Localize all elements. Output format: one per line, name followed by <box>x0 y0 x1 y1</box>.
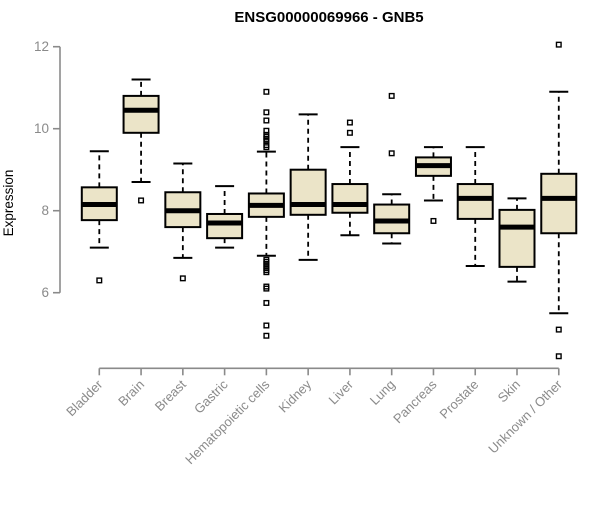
x-tick-label: Liver <box>326 376 357 407</box>
outlier-point <box>263 285 270 292</box>
outlier-point <box>388 92 395 99</box>
y-axis-label: Expression <box>1 170 16 237</box>
y-tick-label: 10 <box>34 121 49 136</box>
iqr-box <box>540 172 578 235</box>
outlier-point <box>138 197 145 204</box>
boxplot-box <box>122 78 160 204</box>
iqr-box <box>456 183 494 220</box>
x-tick-label: Breast <box>152 377 189 414</box>
y-tick-label: 12 <box>34 39 49 54</box>
x-tick-label: Bladder <box>63 376 106 419</box>
boxplot-box <box>331 119 369 237</box>
x-tick-label: Skin <box>495 377 523 405</box>
outlier-point <box>346 129 353 136</box>
outlier-point <box>179 275 186 282</box>
boxplot-box <box>164 162 202 282</box>
iqr-box <box>122 94 160 134</box>
boxplot-box <box>247 88 285 339</box>
iqr-box <box>289 168 327 216</box>
boxplot-box <box>289 113 327 261</box>
boxplot-box <box>498 197 536 283</box>
x-tick-label: Unknown / Other <box>485 376 565 456</box>
y-tick-label: 6 <box>41 285 49 300</box>
y-tick-label: 8 <box>41 203 49 218</box>
iqr-box <box>498 208 536 268</box>
boxplot-box <box>206 185 244 249</box>
boxes-layer <box>80 41 578 360</box>
boxplot-box <box>456 146 494 268</box>
outlier-point <box>263 322 270 329</box>
outlier-point <box>263 269 270 276</box>
outlier-point <box>263 117 270 124</box>
boxplot-box <box>80 150 118 284</box>
outlier-point <box>555 353 562 360</box>
outlier-point <box>263 88 270 95</box>
x-tick-label: Prostate <box>437 377 482 422</box>
x-tick-label: Kidney <box>276 376 315 415</box>
x-tick-label: Brain <box>115 377 147 409</box>
boxplot-box <box>373 92 411 245</box>
outlier-point <box>555 41 562 48</box>
outlier-point <box>263 144 270 151</box>
x-tick-label: Gastric <box>191 376 231 416</box>
outlier-point <box>555 326 562 333</box>
outlier-point <box>263 109 270 116</box>
chart-title: ENSG00000069966 - GNB5 <box>234 9 423 26</box>
outlier-point <box>346 119 353 126</box>
outlier-point <box>263 299 270 306</box>
iqr-box <box>331 183 369 214</box>
boxplot-box <box>540 41 578 360</box>
outlier-point <box>96 277 103 284</box>
x-tick-label: Pancreas <box>390 376 440 426</box>
boxplot-box <box>414 146 452 224</box>
x-tick-label: Lung <box>367 377 398 408</box>
outlier-point <box>263 332 270 339</box>
outlier-point <box>430 217 437 224</box>
iqr-box <box>206 212 244 240</box>
outlier-point <box>388 150 395 157</box>
